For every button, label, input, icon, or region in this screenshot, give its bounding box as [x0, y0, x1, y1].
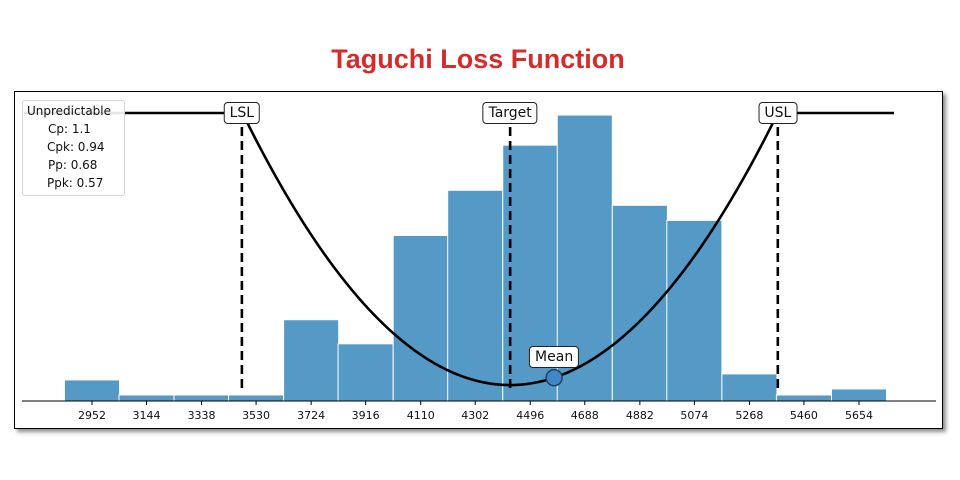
histogram-bar — [611, 204, 668, 402]
legend-pp: Pp: 0.68 — [48, 158, 98, 172]
histogram-bar — [392, 234, 449, 402]
x-tick-label: 4688 — [571, 409, 599, 422]
histogram-bar — [775, 394, 832, 402]
x-tick-label: 4496 — [516, 409, 544, 422]
x-tick-label: 5460 — [790, 409, 818, 422]
mean-label: Mean — [529, 346, 580, 368]
x-tick-label: 3530 — [242, 409, 270, 422]
chart-title: Taguchi Loss Function — [331, 44, 625, 74]
x-tick-label: 3144 — [133, 409, 161, 422]
histogram-bar — [283, 319, 340, 402]
histogram-bar — [118, 394, 175, 402]
usl-label: USL — [758, 102, 798, 124]
histogram-bar — [666, 219, 723, 402]
target-label: Target — [482, 102, 538, 124]
capability-legend: Unpredictable Cp: 1.1 Cpk: 0.94 Pp: 0.68… — [22, 100, 125, 196]
histogram-bar — [447, 189, 504, 402]
loss-curve — [24, 110, 894, 387]
legend-header: Unpredictable — [27, 104, 111, 118]
legend-cp: Cp: 1.1 — [48, 122, 91, 136]
legend-ppk: Ppk: 0.57 — [47, 176, 104, 190]
lsl-label: LSL — [223, 102, 261, 124]
histogram-bar — [721, 373, 778, 402]
legend-cpk: Cpk: 0.94 — [47, 140, 105, 154]
mean-marker — [545, 368, 563, 387]
x-tick-label: 3338 — [188, 409, 216, 422]
x-tick-label: 3724 — [297, 409, 325, 422]
x-tick-label: 5654 — [845, 409, 873, 422]
histogram-bar — [830, 388, 888, 402]
x-tick-label: 4882 — [626, 409, 654, 422]
histogram-bar — [173, 394, 230, 402]
histogram-bar — [228, 394, 285, 402]
histogram-bar — [63, 379, 121, 402]
x-tick-label: 4110 — [407, 409, 435, 422]
x-tick-label: 4302 — [461, 409, 489, 422]
x-tick-label: 5074 — [680, 409, 708, 422]
histogram-bar — [337, 343, 394, 402]
x-tick-label: 5268 — [735, 409, 763, 422]
x-tick-label: 3916 — [352, 409, 380, 422]
x-tick-label: 2952 — [78, 409, 106, 422]
